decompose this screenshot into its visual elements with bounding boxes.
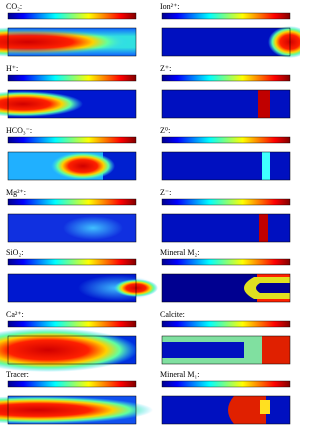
colorbar xyxy=(7,320,137,328)
frame xyxy=(7,395,137,425)
tip xyxy=(260,400,270,414)
frame xyxy=(7,151,137,181)
core xyxy=(256,283,290,293)
blob xyxy=(0,91,83,117)
panel-label: H⁺: xyxy=(6,64,18,73)
frame xyxy=(161,395,291,425)
colorbar xyxy=(161,380,291,388)
colorbar xyxy=(7,258,137,266)
colorbar xyxy=(161,74,291,82)
panel-label: Z⁰: xyxy=(160,126,170,135)
blob xyxy=(0,328,138,372)
field-plot xyxy=(161,395,291,425)
stripe xyxy=(258,90,270,118)
blob xyxy=(228,396,266,424)
colorbar xyxy=(7,198,137,206)
frame xyxy=(161,27,291,57)
frame xyxy=(161,213,291,243)
field-plot xyxy=(0,27,137,57)
frame xyxy=(161,273,291,303)
colorbar xyxy=(161,320,291,328)
field-plot xyxy=(7,273,158,303)
field-plot xyxy=(0,328,138,372)
panel-label: HCO₃⁻: xyxy=(6,126,32,135)
field-plot xyxy=(7,151,137,181)
panel-label: Ca²⁺: xyxy=(6,310,24,319)
colorbar xyxy=(7,12,137,20)
figure: CO₂: H⁺: HCO₃⁻: Mg²⁺: SiO₂: Ca²⁺: Tracer: Ion²⁺… xyxy=(0,2,300,425)
blob xyxy=(268,26,300,58)
frame xyxy=(161,151,291,181)
field-plot xyxy=(161,213,291,243)
panel-label: Z⁻: xyxy=(160,188,171,197)
blob xyxy=(63,216,123,240)
panel-label: SiO₂: xyxy=(6,248,23,257)
colorbar xyxy=(7,380,137,388)
frame xyxy=(161,89,291,119)
blob xyxy=(51,152,115,180)
bg xyxy=(162,152,290,180)
frame xyxy=(7,213,137,243)
field-plot xyxy=(161,89,291,119)
edge xyxy=(8,28,136,56)
field-plot xyxy=(7,213,137,243)
frame xyxy=(7,89,137,119)
field-plot xyxy=(0,89,137,119)
u-shape xyxy=(162,336,262,364)
panel-label: Calcite: xyxy=(160,310,185,319)
frame xyxy=(7,27,137,57)
colorbar xyxy=(7,136,137,144)
frame xyxy=(7,335,137,365)
field-plot xyxy=(161,26,300,58)
field-plot xyxy=(161,335,291,365)
field-plot xyxy=(161,151,291,181)
right xyxy=(262,336,290,364)
field-plot xyxy=(161,273,291,303)
bg xyxy=(162,214,290,242)
colorbar xyxy=(161,258,291,266)
panel-label: Z⁺: xyxy=(160,64,171,73)
frame xyxy=(161,335,291,365)
panel-label: Mineral M₂: xyxy=(160,248,199,257)
bg xyxy=(162,90,290,118)
panel-label: CO₂: xyxy=(6,2,22,11)
colorbar xyxy=(161,12,291,20)
stripe xyxy=(259,214,268,242)
panel-label: Ion²⁺: xyxy=(160,2,180,11)
blob xyxy=(0,396,153,424)
panel-label: Mg²⁺: xyxy=(6,188,26,197)
colorbar xyxy=(7,74,137,82)
colorbar xyxy=(161,198,291,206)
panel-label: Mineral M₁: xyxy=(160,370,199,379)
bg xyxy=(162,396,290,424)
colorbar xyxy=(161,136,291,144)
field-plot xyxy=(0,395,153,425)
frame xyxy=(7,273,137,303)
panel-label: Tracer: xyxy=(6,370,29,379)
stripe xyxy=(262,152,270,180)
